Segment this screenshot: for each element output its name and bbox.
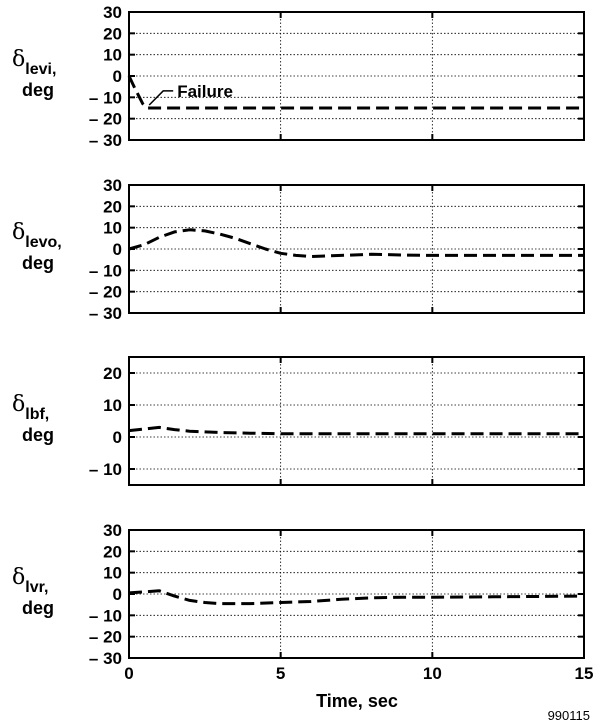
y-tick-label: 30	[103, 521, 122, 540]
y-axis-subscript: levo,	[25, 234, 61, 251]
y-tick-label: 0	[113, 240, 122, 259]
y-axis-symbol: δ	[12, 565, 25, 590]
x-axis-label: Time, sec	[316, 691, 398, 711]
series-line-levo	[128, 228, 584, 258]
y-axis-unit: deg	[22, 598, 54, 618]
annotation-failure: Failure	[177, 82, 233, 101]
y-tick-label: – 20	[89, 628, 122, 647]
y-axis-subscript: levi,	[25, 61, 56, 78]
y-axis-label: δlevi,	[12, 47, 56, 78]
y-tick-label: 10	[103, 46, 122, 65]
y-tick-label: 20	[103, 197, 122, 216]
y-tick-label: – 20	[89, 110, 122, 129]
y-tick-label: – 10	[89, 88, 122, 107]
x-tick-label: 5	[276, 664, 285, 683]
y-tick-label: – 30	[89, 649, 122, 668]
y-axis-label: δlevo,	[12, 220, 62, 251]
annotation-leader	[148, 90, 174, 106]
y-axis-symbol: δ	[12, 220, 25, 245]
series-line-levi	[127, 75, 584, 110]
y-axis-symbol: δ	[12, 392, 25, 417]
y-tick-label: 0	[113, 67, 122, 86]
y-tick-label: 30	[103, 3, 122, 22]
x-tick-label: 0	[124, 664, 133, 683]
y-tick-label: 10	[103, 219, 122, 238]
y-axis-label: δlvr,	[12, 565, 48, 596]
y-tick-label: 10	[103, 564, 122, 583]
figure-number: 990115	[548, 708, 590, 723]
y-tick-label: 20	[103, 364, 122, 383]
plot-frame	[128, 356, 585, 486]
y-tick-label: – 30	[89, 131, 122, 150]
y-tick-label: 20	[103, 24, 122, 43]
y-axis-symbol: δ	[12, 47, 25, 72]
series-line-lbf	[128, 425, 584, 436]
y-tick-label: 0	[113, 585, 122, 604]
y-axis-unit: deg	[22, 425, 54, 445]
y-axis-label: δlbf,	[12, 392, 49, 423]
y-tick-label: 0	[113, 428, 122, 447]
y-tick-label: – 10	[89, 460, 122, 479]
series-line-lvr	[128, 589, 585, 606]
x-tick-label: 15	[575, 664, 594, 683]
y-tick-label: 20	[103, 542, 122, 561]
y-tick-label: – 10	[89, 261, 122, 280]
y-tick-label: – 10	[89, 606, 122, 625]
y-axis-subscript: lbf,	[25, 406, 49, 423]
y-tick-label: – 30	[89, 304, 122, 323]
y-tick-label: – 20	[89, 283, 122, 302]
y-axis-unit: deg	[22, 253, 54, 273]
y-tick-label: 10	[103, 396, 122, 415]
x-tick-label: 10	[423, 664, 442, 683]
y-axis-subscript: lvr,	[25, 579, 48, 596]
y-axis-unit: deg	[22, 80, 54, 100]
y-tick-label: 30	[103, 176, 122, 195]
